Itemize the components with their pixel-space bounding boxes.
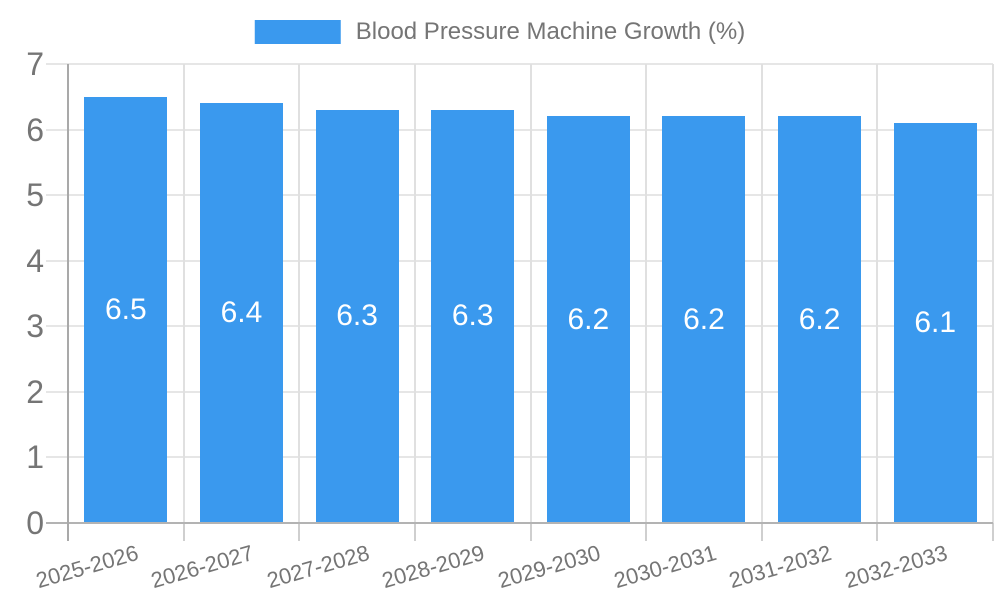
bar[interactable]: 6.2 xyxy=(546,116,630,523)
category-gridline xyxy=(760,64,763,523)
category-gridline xyxy=(413,64,416,523)
x-axis-baseline xyxy=(46,522,993,524)
bar-value-label: 6.2 xyxy=(567,302,610,336)
bar-value-label: 6.1 xyxy=(914,306,957,339)
bar[interactable]: 6.4 xyxy=(199,103,283,523)
y-axis-tick-label: 6 xyxy=(26,111,44,148)
y-axis-tick-label: 7 xyxy=(26,46,44,82)
bar[interactable]: 6.5 xyxy=(84,96,168,523)
x-axis-tick-label: 2027-2028 xyxy=(263,540,372,594)
y-axis-tick-label: 3 xyxy=(26,308,44,345)
y-axis-tick-label: 1 xyxy=(26,439,44,476)
y-axis-tick-label: 4 xyxy=(26,242,44,279)
legend-series-label: Blood Pressure Machine Growth (%) xyxy=(355,18,746,45)
category-gridline xyxy=(645,64,648,523)
y-gridline xyxy=(46,63,993,65)
x-axis-tick-label: 2029-2030 xyxy=(495,540,604,594)
bar-value-label: 6.2 xyxy=(798,302,841,336)
bar[interactable]: 6.3 xyxy=(315,109,399,523)
x-axis-tick xyxy=(760,523,763,541)
plot-area: 0 1 2 3 4 5 6 7 6.5 6.4 6.3 6.3 6.2 6.2 6.2 6.1 2025-202… xyxy=(26,48,994,593)
bar[interactable]: 6.3 xyxy=(431,109,515,523)
x-axis-tick xyxy=(876,523,879,541)
x-axis-tick-label: 2031-2032 xyxy=(726,540,835,594)
bar[interactable]: 6.1 xyxy=(893,123,977,523)
bar-value-label: 6.5 xyxy=(104,292,147,326)
x-axis-tick xyxy=(182,523,185,541)
y-gridline xyxy=(46,194,993,197)
y-axis-tick-label: 5 xyxy=(26,177,44,214)
y-gridline xyxy=(46,456,993,459)
bar[interactable]: 6.2 xyxy=(778,116,862,523)
x-axis-tick-label: 2032-2033 xyxy=(842,540,951,594)
category-gridline xyxy=(992,64,994,523)
category-gridline xyxy=(876,64,879,523)
chart-legend[interactable]: Blood Pressure Machine Growth (%) xyxy=(254,18,746,46)
x-axis-tick-label: 2030-2031 xyxy=(610,540,719,594)
x-axis-tick xyxy=(645,523,648,541)
x-axis-tick xyxy=(298,523,301,541)
y-axis-tick-label: 2 xyxy=(26,373,44,410)
x-axis-tick-label: 2026-2027 xyxy=(148,540,257,594)
x-axis-tick xyxy=(413,523,416,541)
y-axis-line xyxy=(67,64,69,541)
x-axis-tick xyxy=(992,523,994,541)
category-gridline xyxy=(298,64,301,523)
bar-value-label: 6.2 xyxy=(683,302,725,336)
y-gridline xyxy=(46,390,993,393)
category-gridline xyxy=(182,64,185,523)
legend-color-swatch xyxy=(254,20,341,44)
bar-value-label: 6.3 xyxy=(336,299,378,333)
x-axis-tick-label: 2025-2026 xyxy=(32,540,141,594)
bar-value-label: 6.4 xyxy=(220,296,263,330)
x-axis-tick xyxy=(529,523,532,541)
y-gridline xyxy=(46,325,993,328)
bar-value-label: 6.3 xyxy=(451,299,494,333)
y-axis-tick-label: 0 xyxy=(26,505,44,541)
bar[interactable]: 6.2 xyxy=(662,116,746,523)
y-gridline xyxy=(46,259,993,262)
x-axis-tick-label: 2028-2029 xyxy=(379,540,488,594)
category-gridline xyxy=(529,64,532,523)
y-gridline xyxy=(46,128,993,131)
